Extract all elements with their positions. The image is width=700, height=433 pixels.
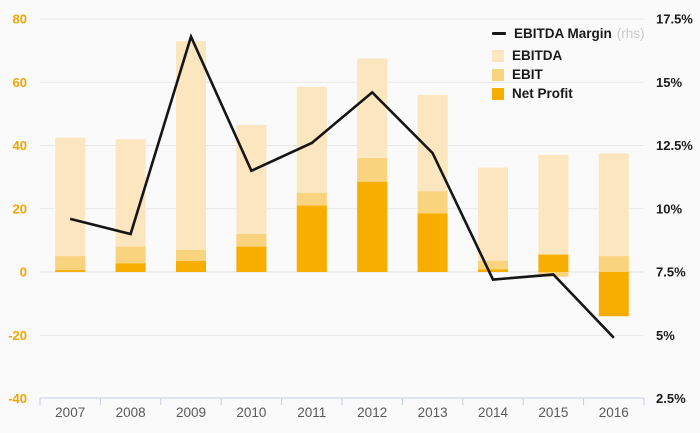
x-axis-label: 2011: [297, 405, 326, 420]
x-axis-label: 2016: [599, 405, 629, 420]
legend-item-net-profit: Net Profit: [492, 86, 645, 101]
x-axis-label: 2007: [55, 405, 85, 420]
bar-net-profit-2011: [296, 205, 327, 272]
bar-net-profit-2009: [176, 260, 206, 272]
legend-item-ebitda-margin: EBITDA Margin (rhs): [492, 26, 645, 41]
legend: EBITDA Margin (rhs) EBITDA EBIT Net Prof…: [492, 26, 645, 101]
x-axis-label: 2014: [478, 405, 509, 420]
square-swatch-icon: [492, 68, 504, 81]
bar-ebit-2016: [598, 256, 629, 272]
bar-net-profit-2015: [538, 254, 569, 272]
ebitda-margin-line: [69, 33, 615, 339]
legend-label: EBITDA: [512, 48, 563, 63]
legend-item-ebit: EBIT: [492, 67, 645, 82]
left-axis-label: 0: [20, 265, 27, 280]
left-axis-label: 20: [13, 201, 27, 216]
right-axis-label: 2.5%: [656, 391, 686, 406]
bar-ebitda-2015: [538, 154, 569, 272]
left-axis-label: 40: [13, 138, 27, 153]
bar-ebit-2014: [478, 260, 508, 272]
left-axis-label: 80: [13, 12, 27, 27]
line-swatch-icon: [492, 32, 506, 35]
bar-ebitda-2009: [176, 41, 206, 273]
legend-rhs-note: (rhs): [616, 26, 645, 41]
legend-item-ebitda: EBITDA: [492, 48, 645, 63]
square-swatch-icon: [492, 87, 504, 100]
right-axis-label: 10%: [656, 201, 682, 216]
bar-net-profit-2016: [598, 272, 629, 317]
legend-label: Net Profit: [512, 86, 573, 101]
right-axis-label: 15%: [656, 75, 682, 90]
bar-ebit-2007: [55, 256, 86, 272]
square-swatch-icon: [492, 49, 504, 62]
x-axis-label: 2008: [116, 405, 146, 420]
left-axis-label: -20: [8, 328, 27, 343]
right-axis-label: 17.5%: [656, 12, 693, 27]
bar-net-profit-2008: [115, 263, 146, 272]
right-axis-label: 7.5%: [656, 265, 686, 280]
left-axis-label: 60: [13, 75, 27, 90]
bar-net-profit-2014: [478, 269, 508, 272]
legend-label: EBIT: [512, 67, 543, 82]
legend-label: EBITDA Margin: [514, 26, 612, 41]
bar-net-profit-2010: [236, 246, 267, 272]
bar-ebitda-2016: [598, 153, 629, 272]
x-axis-label: 2010: [236, 405, 266, 420]
bar-net-profit-2012: [357, 181, 388, 272]
bar-net-profit-2013: [417, 213, 448, 272]
bar-ebitda-2014: [478, 167, 508, 272]
x-axis-label: 2012: [357, 405, 387, 420]
right-axis-label: 5%: [656, 328, 675, 343]
left-axis-label: -40: [8, 391, 27, 406]
x-axis-label: 2013: [418, 405, 448, 420]
right-axis-label: 12.5%: [656, 138, 693, 153]
bar-ebitda-2007: [55, 137, 86, 272]
bar-net-profit-2007: [55, 270, 86, 272]
x-axis-label: 2015: [538, 405, 568, 420]
x-axis-label: 2009: [176, 405, 206, 420]
